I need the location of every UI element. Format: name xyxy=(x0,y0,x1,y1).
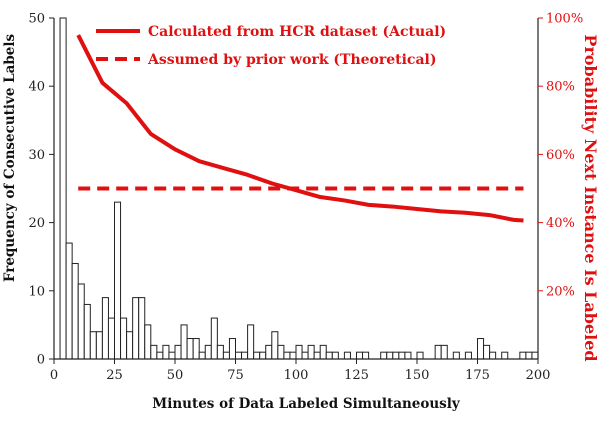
series-line-actual xyxy=(76,34,524,223)
legend-label-theoretical: Assumed by prior work (Theoretical) xyxy=(147,52,436,68)
histogram-bar xyxy=(101,297,109,360)
histogram-bar xyxy=(180,324,188,360)
histogram-bar xyxy=(186,338,194,360)
x-tick-label: 200 xyxy=(526,368,551,383)
histogram-bar xyxy=(150,344,158,360)
histogram-bar xyxy=(156,351,164,360)
histogram-bar xyxy=(210,317,218,360)
histogram-bar xyxy=(144,324,152,360)
histogram-bar xyxy=(126,331,134,360)
x-tick-label: 175 xyxy=(465,368,490,383)
histogram-bar xyxy=(525,351,533,360)
histogram-bar xyxy=(392,351,400,360)
histogram-bar xyxy=(464,351,472,360)
histogram-bar xyxy=(440,344,448,360)
y-axis-title: Frequency of Consecutive Labels xyxy=(2,33,18,282)
x-tick-label: 25 xyxy=(106,368,123,383)
histogram-bar xyxy=(198,351,206,360)
histogram-bar xyxy=(356,351,364,360)
histogram-bar xyxy=(204,344,212,360)
y-tick-label: 30 xyxy=(28,148,45,163)
histogram-bar xyxy=(168,351,176,360)
histogram-bar xyxy=(313,351,321,360)
histogram-bar xyxy=(114,201,122,360)
y-tick-label: 0 xyxy=(37,353,45,368)
y-tick-label: 20 xyxy=(28,216,45,231)
histogram-bar xyxy=(416,351,424,360)
histogram-bar xyxy=(295,344,303,360)
histogram-bar xyxy=(283,351,291,360)
x-tick-label: 0 xyxy=(50,368,58,383)
histogram-bar xyxy=(434,344,442,360)
histogram-bar xyxy=(174,344,182,360)
histogram-bars xyxy=(59,17,539,360)
y2-tick-label: 20% xyxy=(546,284,575,299)
histogram-bar xyxy=(277,344,285,360)
histogram-bar xyxy=(531,351,539,360)
histogram-bar xyxy=(380,351,388,360)
histogram-bar xyxy=(59,17,67,360)
histogram-bar xyxy=(404,351,412,360)
histogram-bar xyxy=(95,331,103,360)
histogram-bar xyxy=(83,303,91,360)
histogram-bar xyxy=(325,351,333,360)
series-lines xyxy=(76,34,524,223)
histogram-bar xyxy=(192,338,200,360)
y-tick-label: 10 xyxy=(28,284,45,299)
histogram-bar xyxy=(253,351,261,360)
histogram-bar xyxy=(216,344,224,360)
x-tick-label: 125 xyxy=(344,368,369,383)
histogram-bar xyxy=(120,317,128,360)
histogram-bar xyxy=(65,242,73,360)
x-axis-title: Minutes of Data Labeled Simultaneously xyxy=(152,396,461,412)
histogram-bar xyxy=(477,338,485,360)
histogram-bar xyxy=(307,344,315,360)
histogram-bar xyxy=(271,331,279,360)
legend-label-actual: Calculated from HCR dataset (Actual) xyxy=(148,24,446,40)
histogram-bar xyxy=(71,263,79,360)
y-tick-label: 50 xyxy=(28,12,45,27)
x-tick-label: 75 xyxy=(227,368,244,383)
histogram-bar xyxy=(489,351,497,360)
histogram-bar xyxy=(519,351,527,360)
histogram-bar xyxy=(362,351,370,360)
histogram-bar xyxy=(259,351,267,360)
histogram-bar xyxy=(107,317,115,360)
y-tick-label: 40 xyxy=(28,80,45,95)
histogram-bar xyxy=(398,351,406,360)
legend: Calculated from HCR dataset (Actual) Ass… xyxy=(96,24,446,68)
x-tick-label: 50 xyxy=(167,368,184,383)
histogram-bar xyxy=(228,338,236,360)
histogram-bar xyxy=(301,351,309,360)
y2-tick-label: 40% xyxy=(546,216,575,231)
histogram-bar xyxy=(483,344,491,360)
histogram-bar xyxy=(247,324,255,360)
histogram-bar xyxy=(235,351,243,360)
y2-tick-label: 60% xyxy=(546,148,575,163)
histogram-bar xyxy=(331,351,339,360)
x-tick-label: 150 xyxy=(405,368,430,383)
histogram-bar xyxy=(501,351,509,360)
histogram-bar xyxy=(452,351,460,360)
histogram-bar xyxy=(343,351,351,360)
histogram-bar xyxy=(222,351,230,360)
histogram-bar xyxy=(265,344,273,360)
x-tick-label: 100 xyxy=(284,368,309,383)
histogram-bar xyxy=(386,351,394,360)
axes: 0 25 50 75 100 125 150 175 200 0 10 20 30 40 50 20% 40% 6… xyxy=(28,12,583,384)
histogram-bar xyxy=(241,351,249,360)
histogram-bar xyxy=(289,351,297,360)
histogram-bar xyxy=(77,283,85,360)
y2-tick-label: 80% xyxy=(546,80,575,95)
histogram-bar xyxy=(89,331,97,360)
histogram-bar xyxy=(162,344,170,360)
y2-axis-title: Probability Next Instance Is Labeled xyxy=(581,34,600,361)
histogram-bar xyxy=(138,297,146,360)
histogram-bar xyxy=(319,344,327,360)
histogram-bar xyxy=(132,297,140,360)
y2-tick-label: 100% xyxy=(546,12,583,27)
